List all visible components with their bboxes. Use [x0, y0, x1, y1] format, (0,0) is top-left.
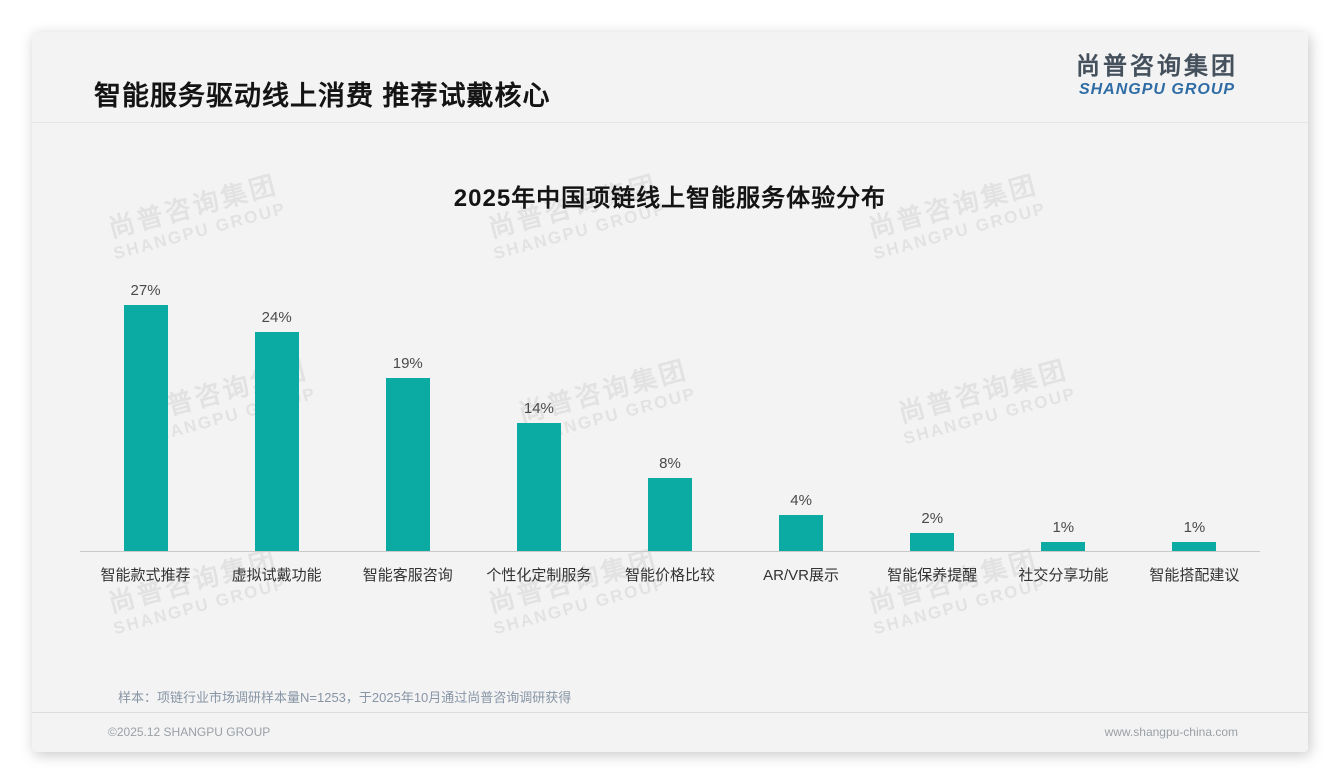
company-logo: 尚普咨询集团 SHANGPU GROUP [1076, 53, 1238, 100]
bar-value-label: 1% [1052, 518, 1075, 536]
bar [254, 332, 299, 551]
bar-column: 14% [473, 400, 604, 551]
sample-note: 样本：项链行业市场调研样本量N=1253，于2025年10月通过尚普咨询调研获得 [118, 690, 572, 705]
x-axis-label: 社交分享功能 [1018, 567, 1109, 584]
bar-value-label: 14% [523, 400, 554, 418]
footer-copyright: ©2025.12 SHANGPU GROUP [108, 725, 271, 739]
bar [779, 514, 824, 551]
bar-value-label: 27% [130, 282, 161, 300]
logo-text-en: SHANGPU GROUP [1078, 81, 1236, 99]
bar-value-label: 4% [790, 491, 812, 509]
bar-column: 1% [1129, 519, 1260, 551]
bar-column: 1% [998, 519, 1129, 551]
x-axis-label: 智能搭配建议 [1149, 567, 1240, 584]
x-axis-label: 智能保养提醒 [887, 567, 978, 584]
bar [123, 305, 168, 551]
bar-value-label: 19% [392, 354, 423, 372]
bar-value-label: 24% [261, 309, 292, 327]
bar-chart-plot: 27% 24% 19% 14% 8% 4% 2% 1% 1% [80, 272, 1260, 552]
bar-column: 19% [342, 355, 473, 551]
x-axis-label: 个性化定制服务 [486, 567, 592, 584]
watermark-text: 尚普咨询集团 SHANGPU GROUP [105, 544, 289, 639]
page-title: 智能服务驱动线上消费 推荐试戴核心 [94, 81, 551, 111]
bar [385, 377, 430, 551]
x-axis-label: 虚拟试戴功能 [231, 567, 322, 584]
report-slide: 尚普咨询集团 SHANGPU GROUP 尚普咨询集团 SHANGPU GROUP 尚普… [32, 32, 1308, 752]
x-axis-label: AR/VR展示 [763, 567, 840, 584]
bar [910, 532, 955, 551]
bar-column: 8% [604, 455, 735, 551]
watermark-text: 尚普咨询集团 SHANGPU GROUP [485, 544, 669, 639]
x-axis-category-labels: 智能款式推荐 虚拟试戴功能 智能客服咨询 个性化定制服务 智能价格比较 AR/VR展示 智能… [80, 564, 1260, 585]
x-axis-label: 智能款式推荐 [100, 567, 191, 584]
bar-value-label: 8% [659, 455, 681, 473]
bar [516, 423, 561, 551]
x-axis-label: 智能客服咨询 [362, 567, 453, 584]
bar-value-label: 1% [1183, 518, 1206, 536]
bar-value-label: 2% [921, 509, 944, 527]
bar-column: 2% [867, 510, 998, 551]
bar [647, 478, 692, 551]
bar-column: 27% [80, 282, 211, 551]
chart-title: 2025年中国项链线上智能服务体验分布 [453, 185, 887, 212]
watermark-text: 尚普咨询集团 SHANGPU GROUP [865, 544, 1049, 639]
bar-column: 24% [211, 309, 342, 551]
bar [1172, 541, 1217, 551]
footer-divider [32, 712, 1308, 713]
bar [1041, 541, 1086, 551]
x-axis-label: 智能价格比较 [624, 567, 715, 584]
logo-text-cn: 尚普咨询集团 [1076, 53, 1238, 80]
bar-column: 4% [736, 492, 867, 551]
header-divider [32, 122, 1308, 123]
footer-website: www.shangpu-china.com [1104, 725, 1238, 739]
